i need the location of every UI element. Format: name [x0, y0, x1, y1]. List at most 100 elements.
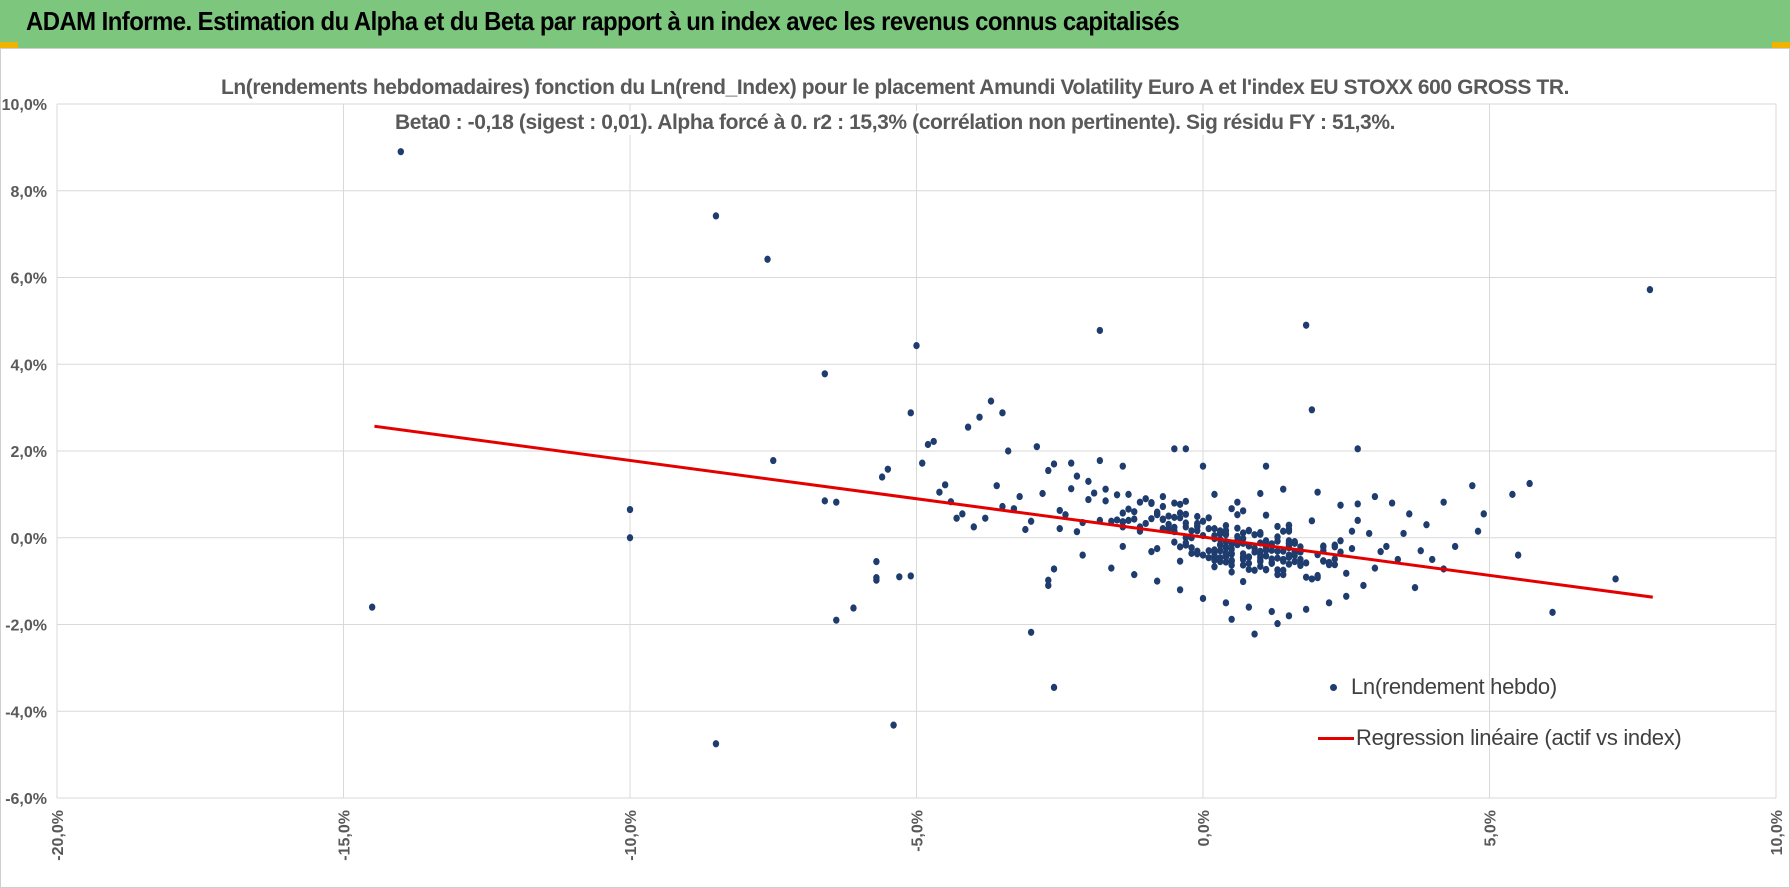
data-point	[1125, 490, 1132, 498]
legend-marker-dot	[1330, 683, 1337, 691]
data-point	[1194, 523, 1201, 531]
data-point	[1291, 558, 1298, 566]
data-point	[1612, 575, 1619, 583]
data-point	[833, 498, 840, 506]
data-point	[970, 523, 977, 531]
data-point	[1165, 512, 1172, 520]
data-point	[1171, 499, 1178, 507]
data-point	[1039, 489, 1046, 498]
data-point	[1262, 566, 1270, 574]
data-point	[1125, 516, 1132, 525]
data-point	[1153, 544, 1161, 553]
data-point	[873, 576, 880, 584]
data-point	[1285, 612, 1293, 620]
data-point	[1257, 489, 1264, 498]
data-point	[999, 409, 1006, 417]
page-title: ADAM Informe. Estimation du Alpha et du …	[26, 6, 1180, 36]
data-point	[1549, 608, 1556, 616]
data-point	[1348, 527, 1356, 535]
data-point	[1274, 537, 1281, 545]
data-point	[1171, 523, 1178, 531]
data-point	[1308, 406, 1316, 414]
data-point	[1222, 530, 1230, 538]
data-point	[1096, 326, 1104, 335]
data-point	[1262, 462, 1270, 470]
data-point	[1136, 498, 1144, 506]
data-point	[1027, 517, 1035, 525]
data-point	[1239, 507, 1247, 515]
data-point	[1182, 497, 1190, 505]
data-point	[1159, 502, 1167, 511]
regression-line	[374, 424, 1654, 599]
data-point	[1394, 555, 1402, 564]
data-point	[1188, 549, 1195, 557]
data-point	[1222, 522, 1230, 530]
data-point	[1085, 477, 1092, 485]
data-point	[936, 488, 943, 496]
data-point	[1176, 509, 1184, 517]
data-point	[1245, 553, 1253, 561]
data-point	[1274, 547, 1281, 555]
data-point	[930, 437, 937, 446]
x-tick-label: -10,0%	[623, 810, 640, 861]
data-point	[1280, 571, 1287, 579]
x-tick-label: -20,0%	[50, 810, 67, 861]
data-point	[1171, 538, 1178, 546]
data-point	[1371, 492, 1379, 501]
data-point	[1113, 491, 1121, 499]
data-point	[987, 397, 995, 405]
data-point	[1308, 575, 1316, 583]
data-point	[1234, 524, 1241, 532]
data-point	[1016, 492, 1023, 501]
data-point	[1354, 516, 1361, 525]
data-point	[770, 456, 777, 465]
data-point	[993, 482, 1000, 490]
data-point	[1194, 512, 1201, 521]
data-point	[1406, 510, 1413, 518]
data-point	[1417, 547, 1424, 555]
data-point	[1050, 683, 1058, 691]
y-tick-label: -6,0%	[5, 791, 47, 808]
data-point	[1285, 527, 1293, 535]
x-tick-label: 0,0%	[1196, 810, 1213, 846]
data-point	[626, 505, 634, 514]
legend-item-points: Ln(rendement hebdo)	[1318, 674, 1557, 700]
data-point	[1343, 569, 1350, 577]
data-point	[1320, 557, 1327, 565]
data-point	[907, 409, 914, 417]
data-point	[1199, 551, 1207, 559]
data-point	[1337, 537, 1344, 545]
data-point	[1469, 482, 1476, 490]
data-point	[1211, 549, 1218, 557]
data-point	[1119, 509, 1126, 517]
scatter-points	[368, 148, 1654, 748]
chart-title-wrap: Ln(rendements hebdomadaires) fonction du…	[0, 76, 1790, 100]
data-point	[919, 459, 926, 467]
data-point	[1119, 462, 1126, 470]
data-point	[1131, 571, 1138, 579]
data-point	[1056, 506, 1063, 515]
data-point	[368, 603, 376, 611]
data-point	[1108, 564, 1115, 572]
data-point	[1131, 515, 1138, 523]
data-point	[1062, 511, 1069, 519]
data-point	[1280, 527, 1287, 535]
data-point	[1280, 557, 1287, 565]
x-tick-label: 5,0%	[1483, 810, 1500, 846]
legend-item-line: Regression linéaire (actif vs index)	[1318, 725, 1682, 751]
data-point	[1280, 485, 1287, 493]
data-point	[884, 465, 892, 473]
data-point	[1090, 489, 1098, 497]
data-point	[1205, 525, 1212, 533]
data-point	[1377, 548, 1384, 556]
data-point	[1205, 547, 1212, 555]
data-point	[959, 510, 966, 518]
data-point	[999, 502, 1006, 511]
y-tick-label: 10,0%	[2, 97, 47, 114]
data-point	[1354, 445, 1361, 453]
x-tick-label: 10,0%	[1769, 810, 1786, 855]
data-point	[1411, 584, 1419, 592]
data-point	[1171, 513, 1178, 521]
data-point	[712, 740, 720, 748]
data-point	[1142, 495, 1149, 503]
